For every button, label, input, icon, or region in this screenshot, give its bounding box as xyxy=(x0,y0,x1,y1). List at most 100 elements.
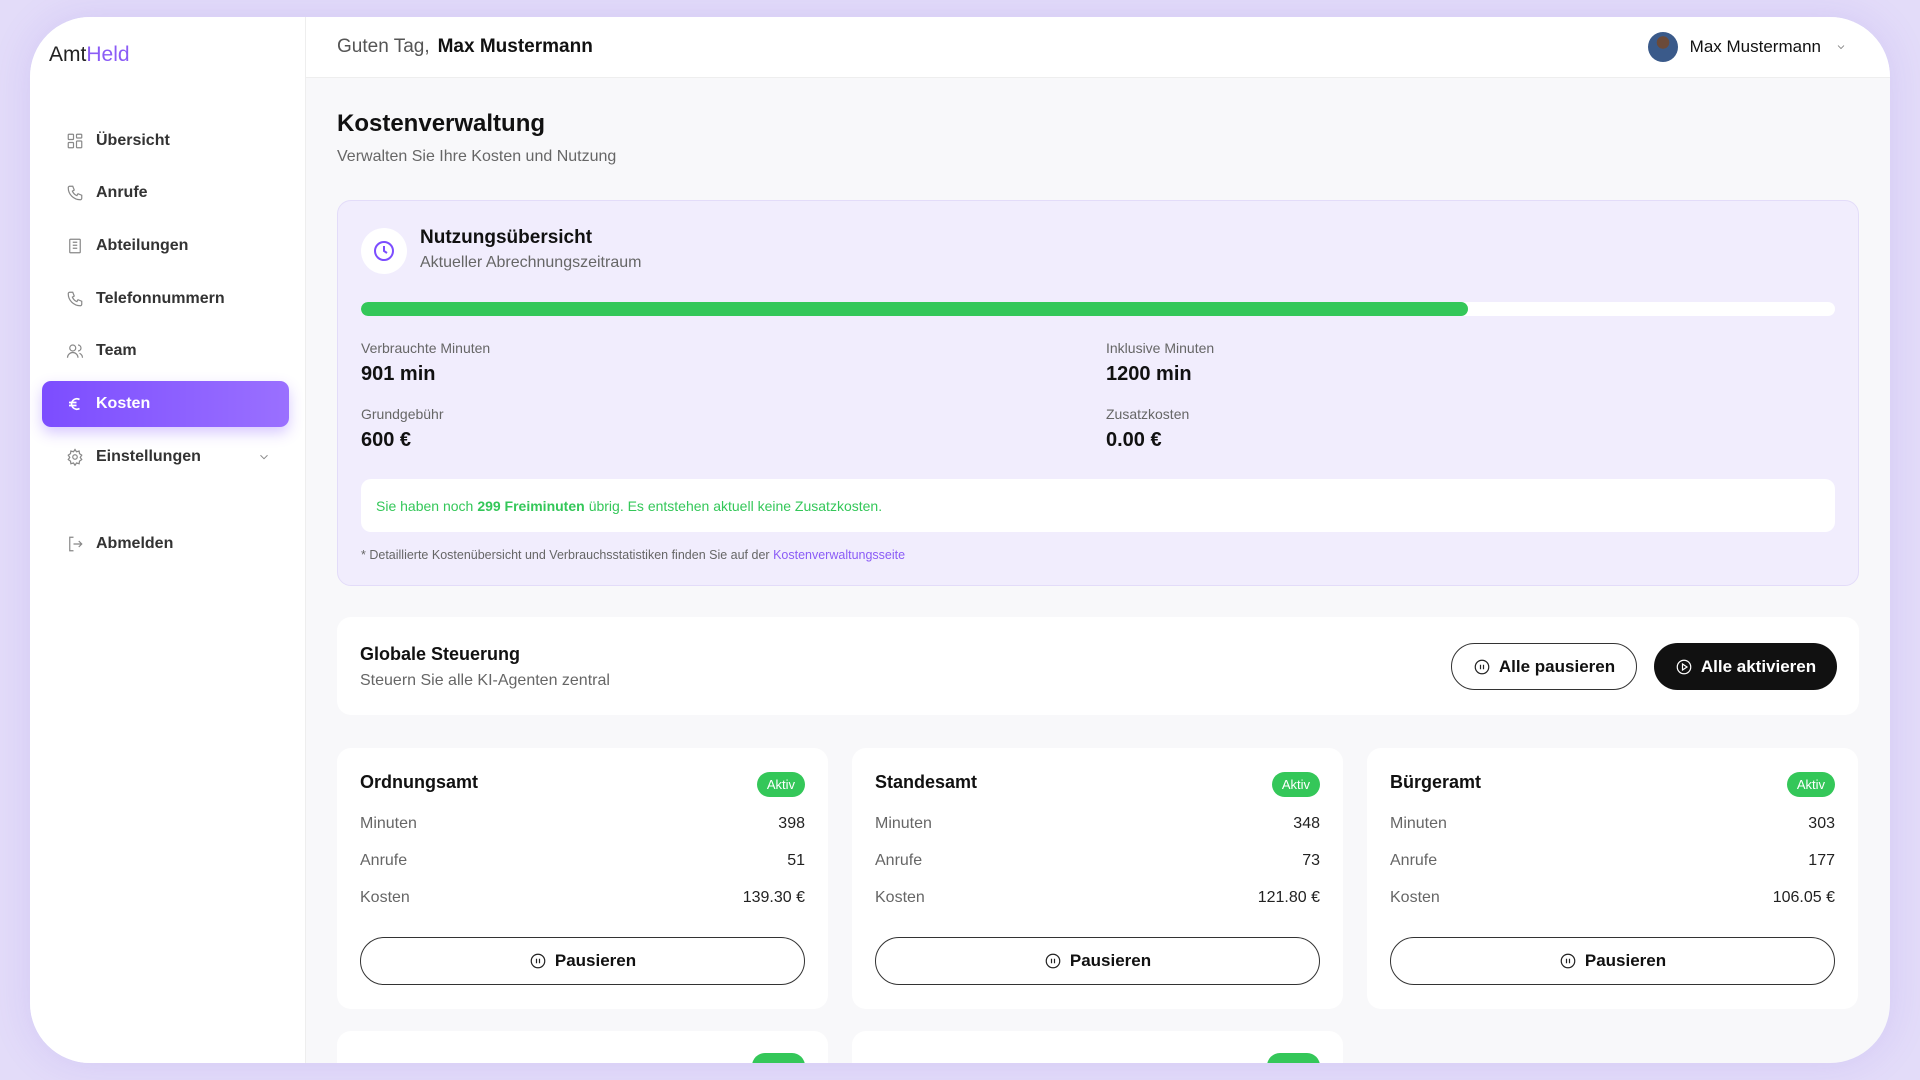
greeting-name: Max Mustermann xyxy=(437,36,593,57)
row-value: 121.80 € xyxy=(1257,889,1320,906)
page-subtitle: Verwalten Sie Ihre Kosten und Nutzung xyxy=(337,148,617,165)
status-badge: Aktiv xyxy=(756,772,805,797)
usage-subtitle: Aktueller Abrechnungszeitraum xyxy=(420,254,642,271)
minutes-row: Minuten 303 xyxy=(1390,815,1835,833)
activate-all-button[interactable]: Alle aktivieren xyxy=(1654,643,1837,690)
minutes-row: Minuten 398 xyxy=(360,815,805,833)
status-badge: Aktiv xyxy=(1786,772,1835,797)
included-minutes-value: 1200 min xyxy=(1106,363,1192,385)
usage-overview-card: Nutzungsübersicht Aktueller Abrechnungsz… xyxy=(337,200,1859,586)
free-minutes-notice: Sie haben noch 299 Freiminuten übrig. Es e… xyxy=(361,479,1835,532)
row-value: 73 xyxy=(1302,852,1320,869)
chevron-down-icon xyxy=(1837,45,1845,50)
user-menu[interactable]: Max Mustermann xyxy=(1647,32,1847,62)
footnote: * Detaillierte Kostenübersicht und Verbr… xyxy=(361,548,905,562)
department-name: Ordnungsamt xyxy=(360,772,479,792)
chevron-down-icon xyxy=(260,454,268,460)
button-label: Pausieren xyxy=(554,951,637,970)
cost-management-link[interactable]: Kostenverwaltungsseite xyxy=(773,548,906,562)
cost-row: Kosten 106.05 € xyxy=(1390,889,1835,907)
sidebar-item-einstellungen[interactable]: Einstellungen xyxy=(42,434,289,480)
cost-row: Kosten 121.80 € xyxy=(875,889,1320,907)
extra-cost-label: Zusatzkosten xyxy=(1106,406,1190,422)
row-value: 51 xyxy=(787,852,805,869)
page-title: Kostenverwaltung xyxy=(337,110,546,137)
logout-icon xyxy=(69,536,83,552)
notice-text: übrig. Es entstehen aktuell keine Zusatz… xyxy=(588,497,883,514)
row-label: Anrufe xyxy=(1390,852,1438,869)
sidebar-item-label: Kosten xyxy=(96,395,151,412)
sidebar-item-label: Telefonnummern xyxy=(96,290,225,307)
sidebar-item-abmelden[interactable]: Abmelden xyxy=(42,521,289,567)
button-label: Alle pausieren xyxy=(1498,656,1616,676)
calls-row: Anrufe 177 xyxy=(1390,852,1835,870)
pause-department-button[interactable]: Pausieren xyxy=(360,937,805,985)
usage-progress-fill xyxy=(361,302,1468,316)
avatar xyxy=(1647,32,1678,62)
global-control-title: Globale Steuerung xyxy=(360,644,521,664)
greeting: Guten Tag, xyxy=(337,36,430,57)
users-icon xyxy=(66,344,84,358)
global-control-subtitle: Steuern Sie alle KI-Agenten zentral xyxy=(360,672,610,689)
header: Guten Tag, Max Mustermann Max Mustermann xyxy=(306,17,1890,78)
usage-title: Nutzungsübersicht xyxy=(420,227,593,248)
department-name: Bürgeramt xyxy=(1390,772,1482,792)
sidebar-item-label: Abmelden xyxy=(96,535,174,552)
logo-text: Amt xyxy=(49,43,87,66)
sidebar-item-anrufe[interactable]: Anrufe xyxy=(42,170,289,216)
sidebar-item-telefonnummern[interactable]: Telefonnummern xyxy=(42,276,289,322)
department-card: Standesamt Aktiv Minuten 348 Anrufe 73 Kos… xyxy=(852,748,1343,1009)
row-label: Kosten xyxy=(1390,889,1440,906)
sidebar-item-label: Übersicht xyxy=(96,132,170,149)
status-badge xyxy=(752,1053,805,1063)
row-label: Anrufe xyxy=(875,852,923,869)
button-label: Pausieren xyxy=(1584,951,1667,970)
notice-highlight: 299 Freiminuten xyxy=(477,497,585,514)
euro-icon xyxy=(69,397,80,411)
footnote-text: * Detaillierte Kostenübersicht und Verbr… xyxy=(361,548,770,562)
used-minutes-label: Verbrauchte Minuten xyxy=(361,340,491,356)
extra-cost-value: 0.00 € xyxy=(1106,429,1162,451)
minutes-row: Minuten 348 xyxy=(875,815,1320,833)
base-fee-label: Grundgebühr xyxy=(361,406,444,422)
logo-accent-text: Held xyxy=(86,43,130,66)
department-name: Standesamt xyxy=(875,772,978,792)
logo[interactable]: AmtHeld xyxy=(49,43,130,67)
row-value: 303 xyxy=(1808,815,1835,832)
pause-icon xyxy=(1474,659,1490,674)
pause-all-button[interactable]: Alle pausieren xyxy=(1451,643,1637,690)
row-label: Minuten xyxy=(1390,815,1447,832)
sidebar-item-abteilungen[interactable]: Abteilungen xyxy=(42,223,289,269)
base-fee-value: 600 € xyxy=(361,429,412,451)
sidebar-item-label: Abteilungen xyxy=(96,237,189,254)
notice-text: Sie haben noch xyxy=(376,497,474,514)
sidebar-item-kosten[interactable]: Kosten xyxy=(42,381,289,427)
cost-row: Kosten 139.30 € xyxy=(360,889,805,907)
row-value: 106.05 € xyxy=(1772,889,1835,906)
gear-icon xyxy=(67,448,83,466)
clock-icon xyxy=(361,228,407,274)
user-name: Max Mustermann xyxy=(1689,37,1821,56)
department-cards: Ordnungsamt Aktiv Minuten 398 Anrufe 51 Ko… xyxy=(337,748,1859,1063)
department-card: Bürgeramt Aktiv Minuten 303 Anrufe 177 Kos… xyxy=(1367,748,1858,1009)
sidebar-item-label: Anrufe xyxy=(96,184,148,201)
content: Kostenverwaltung Verwalten Sie Ihre Kost… xyxy=(306,78,1890,1063)
row-label: Minuten xyxy=(875,815,932,832)
status-badge: Aktiv xyxy=(1271,772,1320,797)
pause-icon xyxy=(1045,953,1061,969)
main-area: Guten Tag, Max Mustermann Max Mustermann… xyxy=(306,17,1890,1063)
row-label: Kosten xyxy=(875,889,925,906)
play-icon xyxy=(1676,659,1692,674)
sidebar-item-team[interactable]: Team xyxy=(42,328,289,374)
used-minutes-value: 901 min xyxy=(361,363,436,385)
global-control-card: Globale Steuerung Steuern Sie alle KI-Ag… xyxy=(337,617,1859,715)
pause-icon xyxy=(1560,953,1576,969)
row-value: 139.30 € xyxy=(742,889,805,906)
pause-department-button[interactable]: Pausieren xyxy=(1390,937,1835,985)
sidebar-item-uebersicht[interactable]: Übersicht xyxy=(42,118,289,164)
usage-progress-bar xyxy=(361,302,1835,316)
phone-icon xyxy=(67,291,83,307)
pause-department-button[interactable]: Pausieren xyxy=(875,937,1320,985)
phone-icon xyxy=(67,185,83,201)
row-value: 398 xyxy=(778,815,805,832)
